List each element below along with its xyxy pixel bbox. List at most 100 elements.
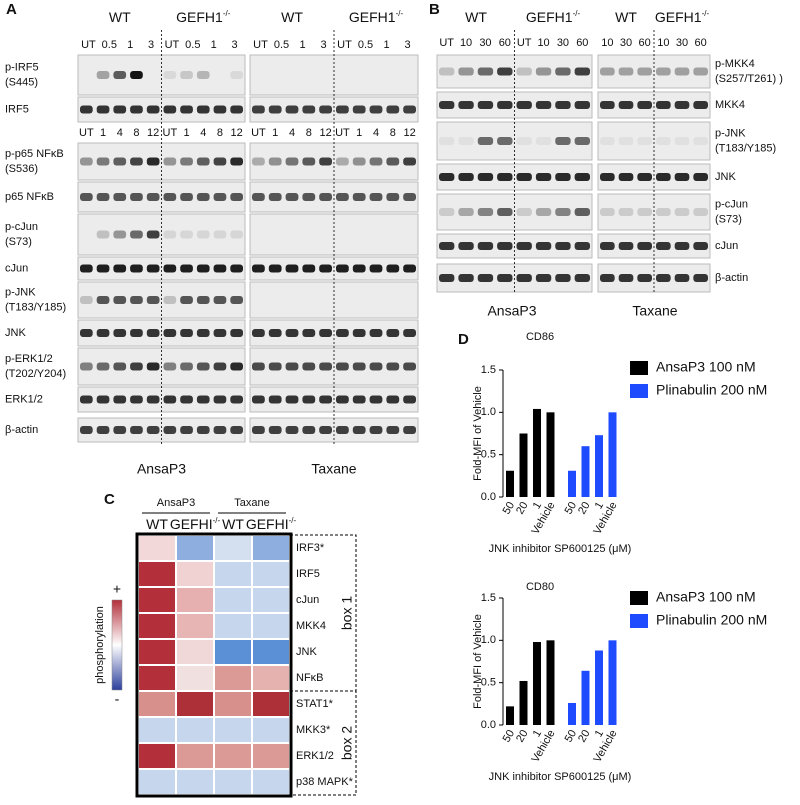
lane-label: 10 (537, 37, 549, 49)
band (497, 137, 512, 145)
band (517, 242, 532, 250)
row-label: ERK1/2 (5, 393, 43, 405)
band (353, 106, 366, 114)
band (180, 329, 193, 337)
band (675, 137, 690, 145)
band (197, 396, 210, 404)
heatmap-cell (252, 639, 290, 665)
band (302, 363, 315, 371)
lane-label: UT (251, 127, 266, 139)
band (403, 265, 416, 273)
heatmap-cell (176, 691, 214, 717)
band (197, 426, 210, 434)
band (555, 274, 570, 282)
band (675, 173, 690, 181)
band (113, 106, 126, 114)
lane-label: 12 (403, 127, 415, 139)
band (517, 137, 532, 145)
heatmap-cell (214, 769, 252, 795)
row-label: MKK4 (296, 620, 326, 632)
heatmap-cell (252, 769, 290, 795)
row-label: p-cJun (715, 198, 748, 210)
band (286, 193, 299, 201)
bar (595, 435, 603, 497)
genotype-name: WT (109, 9, 131, 25)
treatment-label: Taxane (311, 461, 356, 477)
band (286, 329, 299, 337)
band (197, 106, 210, 114)
band (336, 396, 349, 404)
band (113, 265, 126, 273)
band (252, 106, 265, 114)
genotype-label: WT (465, 9, 487, 25)
band (517, 173, 532, 181)
row-label: MKK3* (296, 724, 331, 736)
lane-label: 60 (639, 37, 651, 49)
lane-label: 12 (231, 127, 243, 139)
band (286, 106, 299, 114)
legend-label: AnsaP3 100 nM (656, 589, 756, 605)
row-label: MKK4 (715, 99, 745, 111)
band (130, 71, 143, 79)
band (164, 158, 177, 166)
lane-label: 1 (127, 39, 133, 51)
band (403, 329, 416, 337)
heatmap-cell (138, 665, 176, 691)
band (252, 158, 265, 166)
band (458, 274, 473, 282)
band (458, 208, 473, 216)
band (230, 426, 243, 434)
band (147, 106, 160, 114)
lane-label: 0.5 (274, 39, 289, 51)
band (478, 208, 493, 216)
band (656, 101, 671, 109)
bar (609, 412, 617, 497)
genotype-label: WT (222, 516, 244, 532)
x-tick-label: 20 (576, 500, 593, 517)
lane-label: UT (337, 39, 352, 51)
band (214, 193, 227, 201)
band (693, 242, 708, 250)
band (80, 296, 93, 304)
band (439, 137, 454, 145)
row-label: p-JNK (5, 286, 36, 298)
row-label: cJun (715, 240, 738, 252)
band (439, 242, 454, 250)
band (637, 173, 652, 181)
band (302, 158, 315, 166)
lane-label: 10 (657, 37, 669, 49)
band (555, 208, 570, 216)
row-label: p-p65 NFκB (5, 148, 64, 160)
band (458, 173, 473, 181)
row-label: ERK1/2 (296, 750, 334, 762)
band (130, 265, 143, 273)
band (319, 426, 332, 434)
lane-label: 1 (356, 127, 362, 139)
heatmap-cell (176, 613, 214, 639)
band (439, 101, 454, 109)
bar (506, 471, 514, 497)
bar (582, 671, 590, 725)
genotype-label: GEFHI-/- (170, 516, 221, 532)
band (575, 173, 590, 181)
row-label: JNK (296, 646, 317, 658)
lane-label: 12 (147, 127, 159, 139)
box-label: box 1 (339, 596, 355, 630)
band (555, 242, 570, 250)
band (214, 265, 227, 273)
band (370, 193, 383, 201)
band (536, 68, 551, 76)
heatmap-cell (214, 743, 252, 769)
band (230, 106, 243, 114)
y-axis-label: Fold-MFI of Vehicle (472, 386, 484, 481)
band (517, 68, 532, 76)
genotype-name: WT (222, 516, 244, 532)
lane-label: 60 (695, 37, 707, 49)
band (180, 265, 193, 273)
band (619, 68, 634, 76)
band (269, 106, 282, 114)
band (600, 208, 615, 216)
band (478, 173, 493, 181)
lane-label: 0.5 (185, 39, 200, 51)
band (478, 137, 493, 145)
